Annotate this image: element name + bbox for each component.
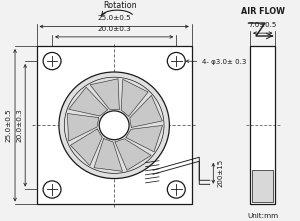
Text: 4- φ3.0± 0.3: 4- φ3.0± 0.3 xyxy=(186,59,247,65)
Polygon shape xyxy=(115,139,151,170)
Polygon shape xyxy=(121,79,148,116)
Bar xyxy=(37,46,192,204)
Circle shape xyxy=(64,77,164,173)
Text: Unit:mm: Unit:mm xyxy=(247,213,278,219)
Circle shape xyxy=(167,181,185,198)
Circle shape xyxy=(99,111,129,140)
Polygon shape xyxy=(94,139,122,171)
Polygon shape xyxy=(70,129,102,166)
Polygon shape xyxy=(130,95,162,127)
Text: AIR FLOW: AIR FLOW xyxy=(241,7,285,16)
Polygon shape xyxy=(126,126,163,152)
Circle shape xyxy=(43,181,61,198)
Bar xyxy=(250,46,275,204)
Circle shape xyxy=(59,72,170,179)
Text: Rotation: Rotation xyxy=(103,1,137,10)
Text: 20.0±0.3: 20.0±0.3 xyxy=(97,26,131,32)
Polygon shape xyxy=(90,79,119,109)
Text: 25.0±0.5: 25.0±0.5 xyxy=(97,15,131,21)
Text: 25.0±0.5: 25.0±0.5 xyxy=(5,109,11,142)
Circle shape xyxy=(43,52,61,70)
Bar xyxy=(252,170,273,202)
Text: 7.0±0.5: 7.0±0.5 xyxy=(249,22,277,28)
Circle shape xyxy=(167,52,185,70)
Text: 200±15: 200±15 xyxy=(217,159,223,187)
Text: 20.0±0.3: 20.0±0.3 xyxy=(17,109,23,142)
Polygon shape xyxy=(68,114,99,141)
Polygon shape xyxy=(69,87,107,116)
